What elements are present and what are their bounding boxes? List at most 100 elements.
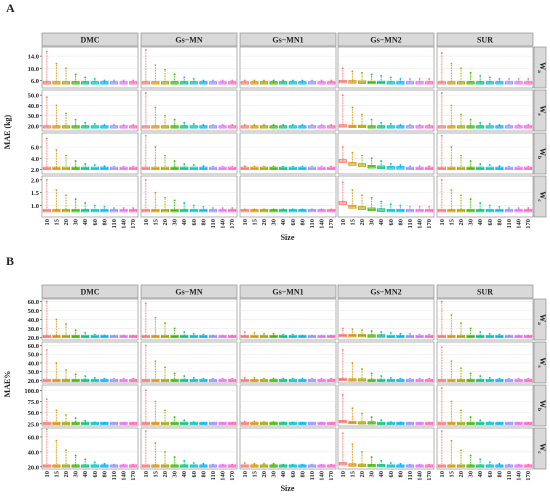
outlier-max-point [380,419,383,422]
outlier-max-point [450,360,453,363]
outlier-max-point [361,154,363,157]
x-tick-label: 40 [378,471,385,478]
x-tick-label: 40 [82,219,89,226]
facet-strip-label: SUR [477,288,493,297]
outlier-max-point [45,50,48,53]
x-tick-label: 40 [477,471,484,478]
outlier-max-point [45,178,48,181]
outlier-max-point [380,121,383,124]
outlier-max-point [311,123,313,126]
facet-strip-label: Gs−MN2 [370,288,401,297]
trait-strip [533,175,547,218]
x-tick-label: 10 [44,219,51,226]
x-tick-label: 80 [299,219,306,226]
facet-panel [140,89,238,132]
y-tick-label: 6.0 [31,145,39,152]
facet-strip [337,32,435,47]
outlier-max-point [469,160,472,162]
trait-strip-label: Ws [536,105,547,115]
x-tick-label: 110 [111,219,118,228]
outlier-max-point [361,113,363,116]
x-tick-label: 40 [181,219,188,226]
facet-panel [337,427,435,470]
y-axis-label: MAE% [3,371,12,398]
outlier-max-point [460,154,462,157]
y-tick-label: 30.0 [28,326,39,333]
outlier-max-point [450,400,453,403]
outlier-max-point [144,92,147,94]
x-tick-label: 15 [349,470,356,477]
outlier-max-point [192,164,195,166]
outlier-max-point [399,123,402,126]
x-tick-label: 60 [487,219,494,226]
facet-panel [337,341,435,384]
outlier-max-point [55,409,58,412]
x-tick-label: 170 [130,219,137,229]
outlier-max-point [173,118,176,121]
outlier-max-point [154,191,157,194]
outlier-max-point [330,123,333,126]
trait-base: W [538,357,547,365]
y-tick-label: 40.0 [28,103,39,110]
trait-base: W [538,148,547,156]
outlier-max-point [498,123,501,126]
facet-panel [140,46,238,89]
trait-strip-label: Wa [536,314,547,325]
x-tick-label: 10 [439,471,446,478]
x-tick-label: 30 [73,219,80,226]
trait-base: W [538,314,547,322]
outlier-max-point [243,331,246,333]
outlier-max-point [154,106,157,109]
outlier-max-point [351,189,354,191]
outlier-max-point [498,77,501,80]
x-tick-label: 20 [261,219,268,226]
x-tick-label: 140 [319,219,326,229]
panel-b: B MAE% Size DMC Gs−MN Gs−MN1 Gs−MN2 SUR Wa 20.0 30… [3,254,547,493]
facet-panel [41,427,139,470]
outlier-max-point [361,194,363,197]
outlier-max-point [272,79,275,82]
outlier-max-point [351,407,354,410]
outlier-max-point [55,362,58,364]
facet-panel [337,46,435,89]
y-tick-label: 20.0 [28,123,39,130]
outlier-max-point [74,73,77,76]
y-tick-label: 60.0 [28,343,39,350]
outlier-max-point [253,331,256,334]
trait-base: W [538,105,547,113]
outlier-max-point [253,376,256,379]
trait-strip-label: Ws [536,357,547,367]
outlier-max-point [202,165,205,168]
outlier-max-point [272,332,275,335]
outlier-max-point [93,122,96,125]
outlier-max-point [183,459,186,462]
x-tick-label: 60 [92,471,99,478]
x-tick-label: 110 [506,471,513,480]
facet-strip [41,32,139,47]
outlier-max-point [389,203,392,206]
outlier-max-point [65,369,67,371]
outlier-max-point [440,346,443,349]
outlier-max-point [428,205,431,208]
outlier-max-point [154,64,157,67]
outlier-max-point [243,165,246,168]
x-tick-label: 140 [516,219,523,229]
outlier-max-point [361,71,363,74]
outlier-max-point [450,189,453,191]
facet-strip [41,284,139,299]
trait-base: W [538,443,547,451]
outlier-max-point [291,79,294,82]
outlier-max-point [389,376,392,379]
outlier-max-point [488,461,491,464]
outlier-max-point [389,122,392,125]
outlier-max-point [243,123,246,126]
outlier-max-point [341,393,344,396]
outlier-max-point [341,327,344,330]
outlier-max-point [469,71,472,74]
facet-panel [239,341,337,384]
y-tick-label: 20.0 [28,464,39,471]
outlier-max-point [113,123,115,126]
x-tick-label: 40 [82,471,89,478]
trait-strip [533,89,547,132]
outlier-max-point [164,114,166,117]
